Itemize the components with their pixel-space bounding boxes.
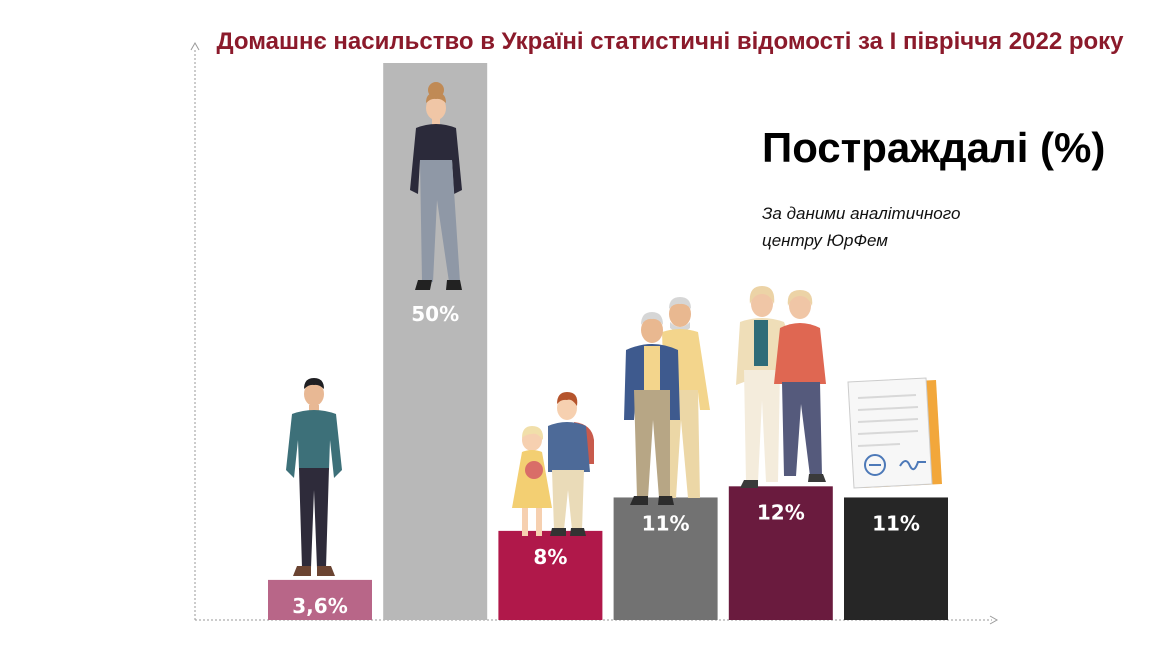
bar-6 — [844, 497, 948, 620]
woman-icon — [410, 82, 462, 290]
bar-value-label: 3,6% — [292, 594, 347, 618]
bar-value-label: 11% — [872, 511, 920, 535]
y-axis-arrow — [190, 41, 200, 51]
source-note-line: центру ЮрФем — [762, 231, 888, 250]
bars — [268, 63, 948, 620]
bar-5 — [728, 486, 833, 620]
figure-icons — [286, 82, 942, 576]
source-note: За даними аналітичного центру ЮрФем — [762, 200, 1062, 254]
x-axis-arrow — [989, 615, 999, 625]
page-title: Домашнє насильство в Україні статистичні… — [216, 28, 1124, 55]
source-note-line: За даними аналітичного — [762, 204, 961, 223]
bar-value-label: 11% — [642, 511, 690, 535]
chart-title: Постраждалі (%) — [762, 124, 1106, 171]
bar-4 — [613, 497, 718, 620]
bar-value-label: 8% — [533, 545, 567, 569]
children-icon — [512, 392, 594, 536]
elderly-men-icon — [624, 297, 710, 505]
elderly-women-icon — [736, 286, 826, 488]
bar-1 — [268, 579, 372, 620]
man-icon — [286, 378, 342, 576]
data-labels: 3,6% 50% 8% 11% 12% 11% — [292, 302, 920, 618]
bar-value-label: 12% — [757, 500, 805, 524]
bar-value-label: 50% — [411, 302, 459, 326]
document-icon — [847, 377, 942, 489]
bar-3 — [498, 530, 603, 620]
